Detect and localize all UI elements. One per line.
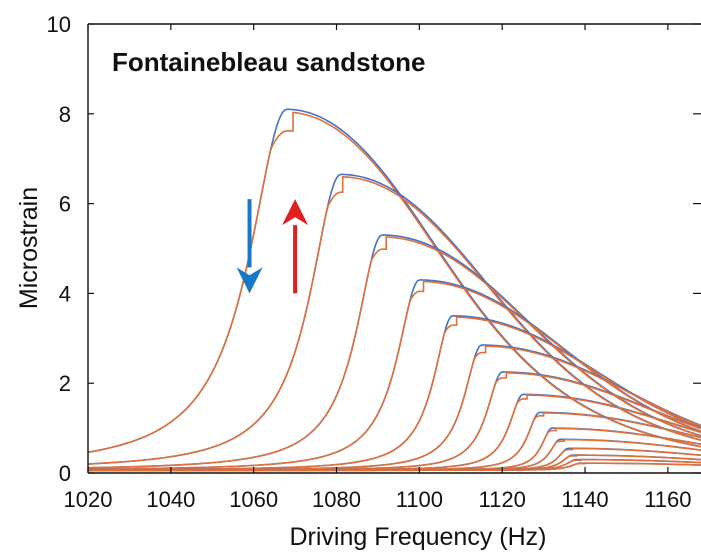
y-tick-label: 2 [59, 371, 71, 396]
x-tick-label: 1160 [644, 487, 691, 512]
down-sweep-arrow-head [236, 267, 263, 294]
x-tick-label: 1020 [64, 487, 113, 512]
up-sweep-curve-0 [87, 111, 701, 454]
curves-group [87, 108, 701, 472]
x-axis-title: Driving Frequency (Hz) [289, 523, 546, 551]
y-tick-label: 8 [59, 102, 71, 127]
x-tick-label: 1120 [479, 487, 526, 512]
arrows-group [236, 199, 309, 294]
y-axis-title: Microstrain [15, 187, 43, 309]
x-tick-label: 1080 [312, 487, 361, 512]
down-sweep-arrow [236, 199, 263, 294]
up-sweep-curve-14 [88, 462, 701, 472]
y-tick-label: 10 [47, 12, 71, 37]
y-tick-label: 0 [59, 461, 71, 486]
x-tick-label: 1140 [561, 487, 608, 512]
up-sweep-curve-1 [87, 176, 701, 465]
up-sweep-curve-7 [87, 394, 701, 471]
down-sweep-curve-2 [87, 234, 701, 469]
y-tick-label: 6 [59, 192, 71, 217]
up-sweep-arrow-head [282, 199, 309, 226]
down-sweep-curve-5 [88, 344, 701, 471]
x-tick-label: 1100 [396, 487, 443, 512]
x-tick-label: 1040 [146, 487, 195, 512]
y-tick-label: 4 [59, 281, 71, 306]
up-sweep-arrow [282, 199, 309, 294]
chart-title: Fontainebleau sandstone [112, 47, 426, 77]
up-sweep-curve-2 [87, 236, 701, 469]
axes-group: 1020 1040 1060 1080 1100 1120 1140 1160 0 2 4 6 8 10 [47, 12, 701, 512]
x-tick-label: 1060 [229, 487, 278, 512]
down-sweep-curve-1 [87, 173, 701, 465]
